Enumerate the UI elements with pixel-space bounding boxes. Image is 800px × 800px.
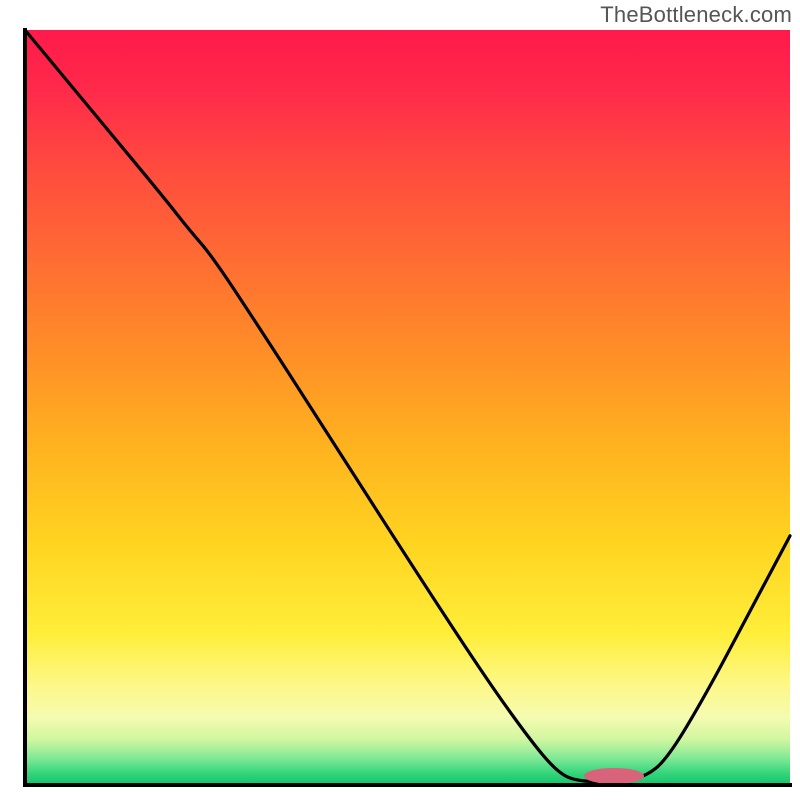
sweet-spot-marker xyxy=(584,768,644,784)
bottleneck-chart xyxy=(0,0,800,800)
chart-wrapper: TheBottleneck.com xyxy=(0,0,800,800)
gradient-background xyxy=(25,30,790,785)
